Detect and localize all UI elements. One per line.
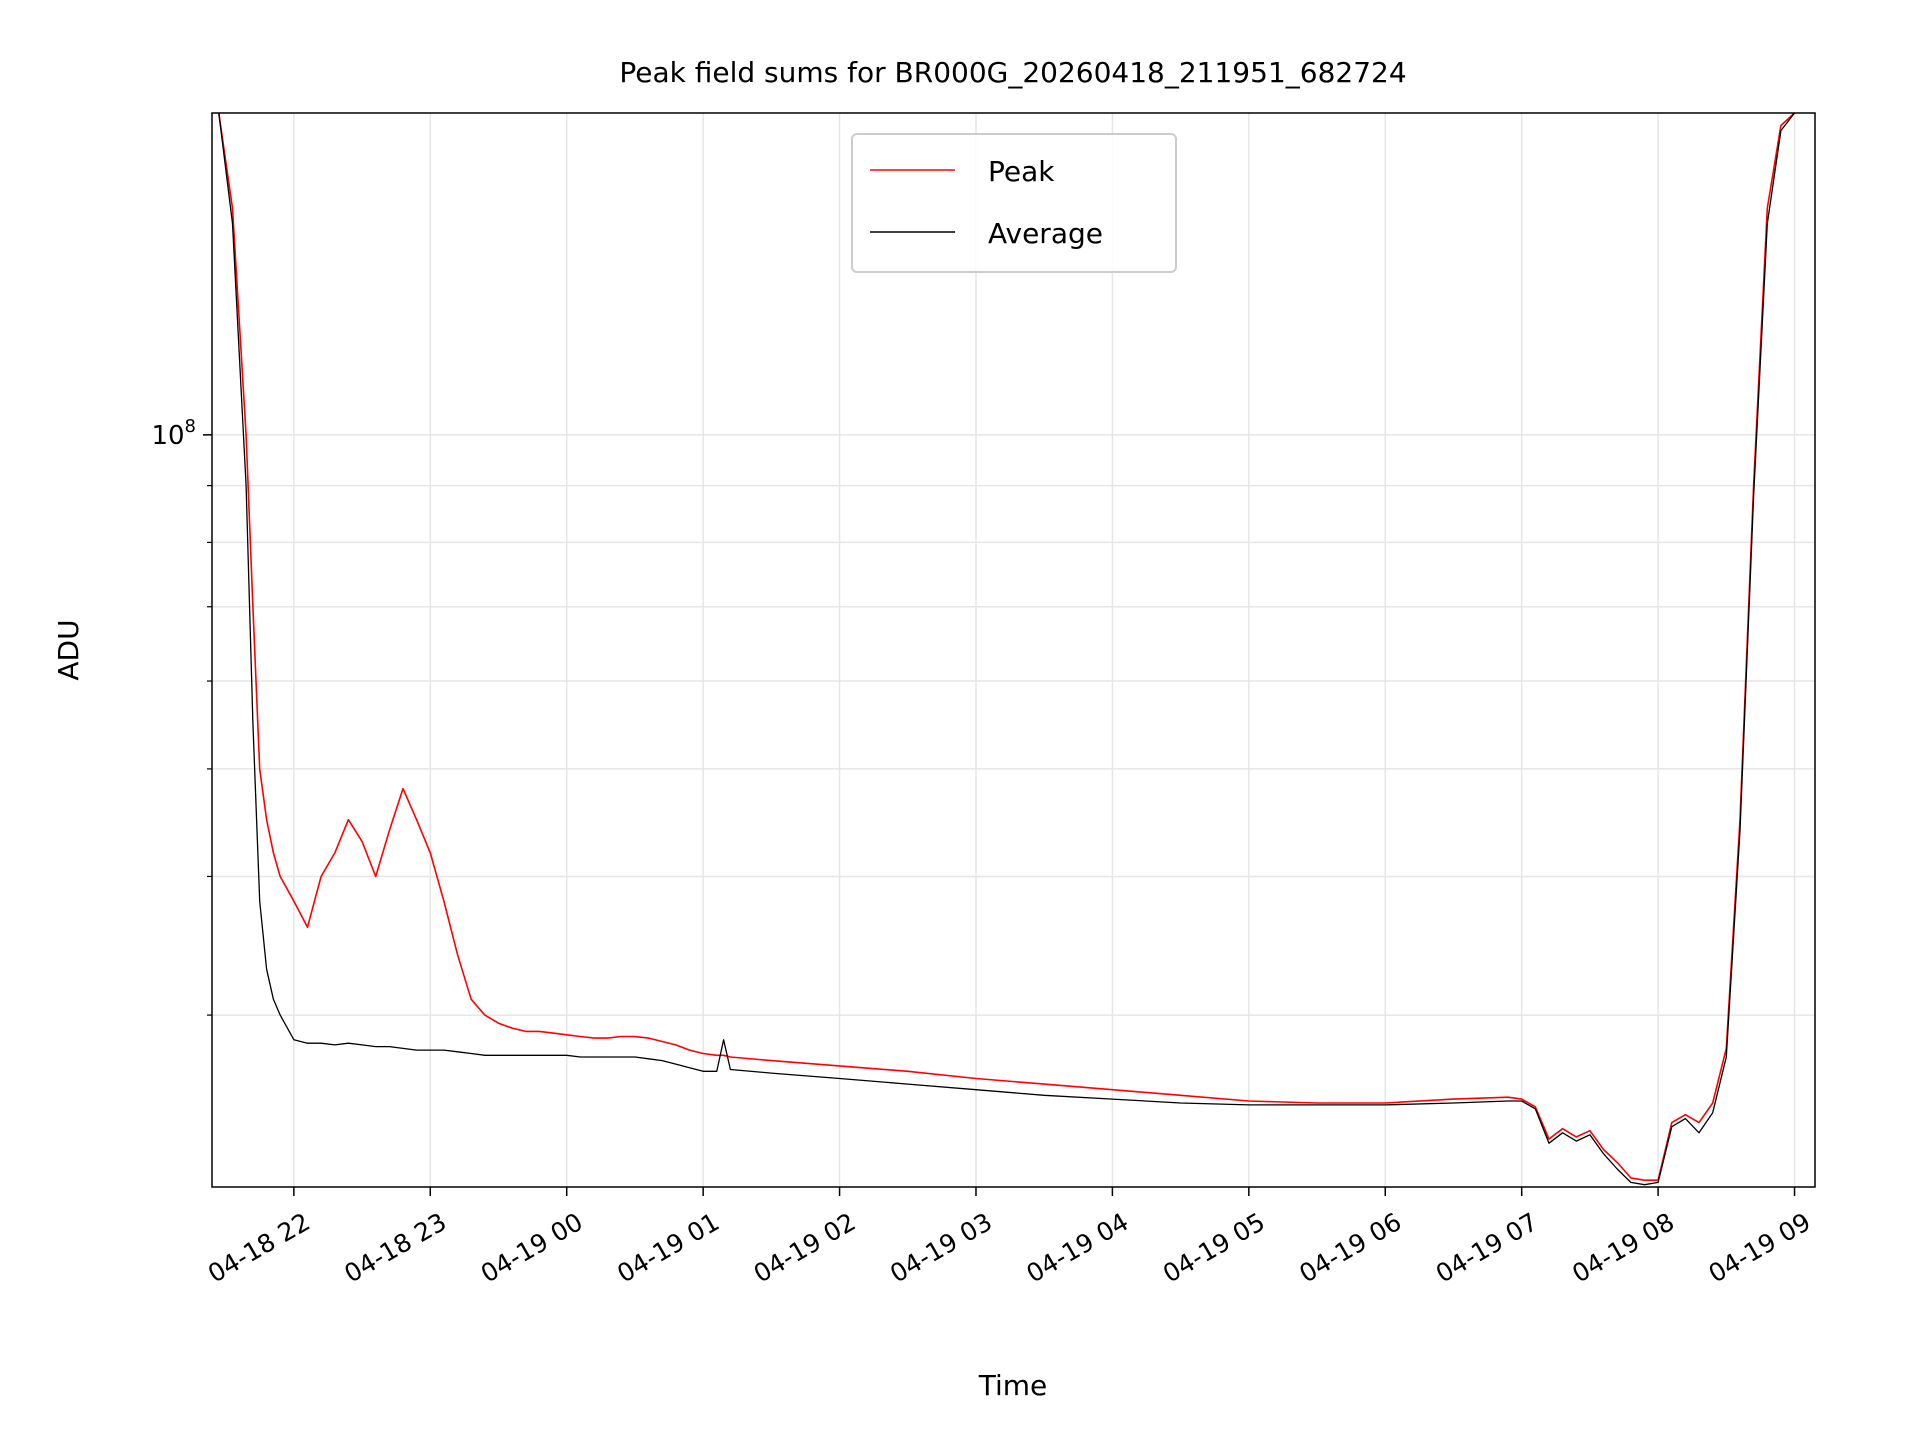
series-layer [218,113,1796,1186]
y-tick-label: 108 [151,416,196,451]
legend-box [851,133,1177,273]
series-line-average [218,113,1796,1186]
plot-area [211,112,1816,1188]
grid [212,113,1815,1187]
y-axis-label: ADU [52,619,85,680]
series-line-peak [218,113,1796,1181]
x-axis-label: Time [978,1369,1048,1402]
legend-label-average: Average [988,217,1103,250]
legend-label-peak: Peak [988,155,1055,188]
y-axis: 108 [151,416,212,1016]
plot-frame [211,112,1816,1188]
chart-title: Peak field sums for BR000G_20260418_2119… [619,56,1406,89]
legend: Peak Average [851,133,1177,273]
